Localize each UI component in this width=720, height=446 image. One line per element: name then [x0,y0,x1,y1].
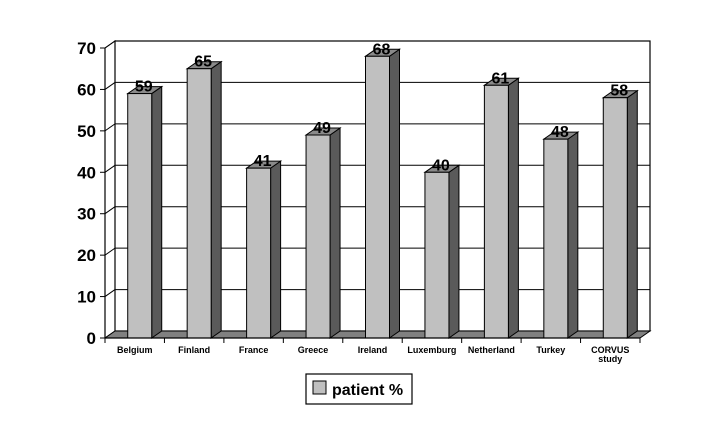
gridline-depth [104,289,116,297]
bar-side [389,48,400,339]
x-tick-label: Finland [178,345,210,355]
data-label: 65 [194,54,212,71]
data-label: 58 [610,83,628,100]
gridline-depth [104,40,116,49]
bar-side [151,85,163,339]
y-axis: 0 10 20 30 40 50 60 70 [77,39,106,348]
gridline-depth [104,123,116,132]
bar: 40 [423,157,461,339]
data-label: 40 [432,157,450,174]
x-tick-label: study [598,354,622,364]
x-tick-label: Luxemburg [407,345,456,355]
bar: 48 [542,124,580,339]
x-tick-label: Ireland [358,345,388,355]
y-tick-label: 70 [77,39,96,58]
data-label: 68 [373,41,391,58]
bar: 59 [126,79,164,339]
y-tick-label: 40 [77,163,96,182]
bar-front [424,171,450,339]
bar-side [210,60,222,339]
bars: 59 65 41 49 68 40 61 48 58 [126,41,639,339]
bar-side [567,131,579,339]
y-tick-label: 20 [77,246,96,265]
x-tick-label: France [239,345,269,355]
legend-label: patient % [332,382,403,399]
bar: 58 [601,83,639,339]
y-tick-label: 30 [77,205,96,224]
y-tick-label: 0 [87,329,96,348]
bar-side [329,127,341,339]
bar: 65 [185,54,223,339]
gridline-depth [104,82,116,90]
bar: 61 [482,70,520,339]
x-tick-label: Turkey [536,345,565,355]
bar-side [270,160,282,339]
bar-side [448,164,460,339]
x-tick-label: Netherland [468,345,515,355]
data-label: 61 [491,70,509,87]
gridline-depth [104,247,116,256]
y-tick-label: 10 [77,288,96,307]
x-tick-label: Belgium [117,345,153,355]
data-label: 59 [135,79,153,96]
legend: patient % [305,373,413,405]
bar-front [543,138,569,339]
bar-front [186,68,212,339]
bar-front [127,93,153,339]
bar-front [602,97,628,339]
bar: 68 [363,41,402,339]
gridline-depth [104,206,116,215]
data-label: 41 [254,153,272,170]
data-label: 48 [551,124,569,141]
bar: 41 [245,153,283,339]
bar: 49 [304,120,342,339]
bar-front [483,84,509,339]
x-axis: Belgium Finland France Greece Ireland Luxembu… [104,337,641,364]
bar-side [626,89,638,339]
y-tick-label: 60 [77,80,96,99]
data-label: 49 [313,120,331,137]
x-tick-label: Greece [298,345,329,355]
y-tick-label: 50 [77,122,96,141]
bar-side [507,77,519,339]
gridline-depth [104,164,116,173]
bar-front [365,55,390,339]
bar-front [305,134,331,339]
legend-swatch [312,380,327,395]
bar-front [246,167,272,339]
x-tick-label: CORVUS [591,345,629,355]
